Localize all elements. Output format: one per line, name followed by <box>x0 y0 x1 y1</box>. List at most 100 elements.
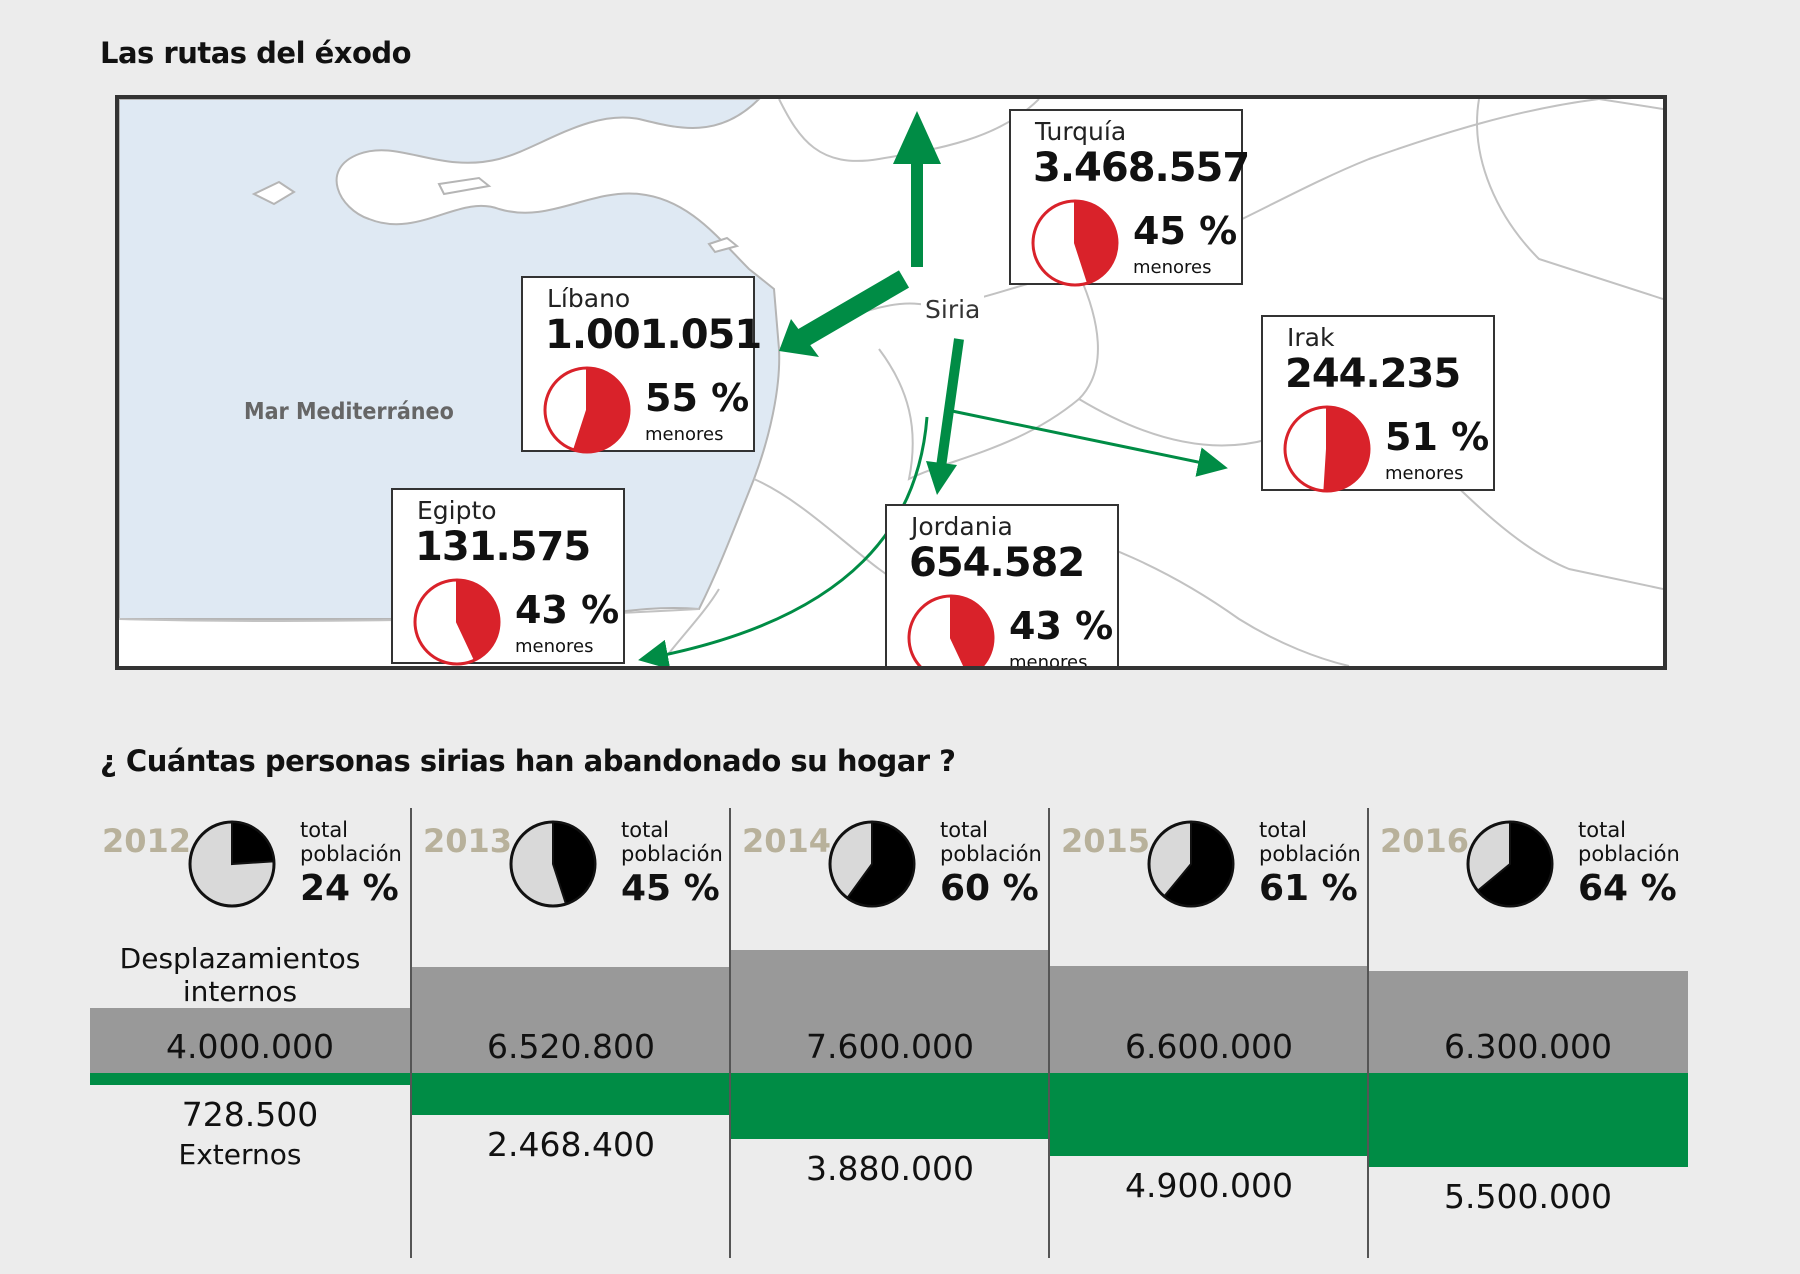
arrow-turquia <box>893 111 941 267</box>
pie-slice <box>456 578 500 662</box>
internal-label: Desplazamientos internos <box>119 942 361 1008</box>
minors-label: menores <box>1385 463 1464 484</box>
card-irak: Irak 244.235 51 % menores <box>1261 315 1495 493</box>
country-name: Turquía <box>1035 117 1127 146</box>
population-percent: 24 % <box>300 868 399 909</box>
population-label: población <box>1259 842 1361 866</box>
minors-percent: 43 % <box>515 588 620 632</box>
map-panel: Mar Mediterráneo Siria Turquía 3.468.557… <box>115 95 1667 670</box>
refugee-count: 244.235 <box>1285 351 1461 397</box>
pie-slice <box>231 820 275 866</box>
pie-slice <box>572 366 630 453</box>
year-label: 2015 <box>1061 822 1151 860</box>
external-value: 728.500 <box>181 1095 319 1135</box>
external-bar <box>1368 1073 1688 1167</box>
population-pie <box>1147 820 1235 908</box>
external-bar <box>90 1073 410 1086</box>
year-label: 2013 <box>423 822 513 860</box>
sea-label: Mar Mediterráneo <box>244 399 454 425</box>
pie-slice <box>1162 820 1234 907</box>
pie-slice <box>950 594 994 666</box>
column-divider <box>729 808 731 1258</box>
population-pie <box>828 820 916 908</box>
internal-bar <box>1049 966 1369 1073</box>
external-value: 4.900.000 <box>1125 1166 1293 1206</box>
population-label: población <box>1578 842 1680 866</box>
refugee-count: 131.575 <box>415 524 591 570</box>
minors-percent: 55 % <box>645 376 750 420</box>
arrow-jordania <box>926 461 957 495</box>
population-pie <box>188 820 276 908</box>
minors-label: menores <box>1009 652 1088 670</box>
population-pie <box>1466 820 1554 908</box>
population-label: población <box>621 842 723 866</box>
internal-value: 6.520.800 <box>487 1027 655 1066</box>
column-divider <box>410 808 412 1258</box>
arrow-egipto <box>638 416 929 666</box>
population-label: población <box>300 842 402 866</box>
internal-bar <box>730 950 1050 1073</box>
minors-label: menores <box>515 636 594 657</box>
country-name: Líbano <box>547 284 631 313</box>
internal-bar <box>90 1008 410 1073</box>
minors-pie <box>1031 199 1119 287</box>
minors-label: menores <box>645 424 724 445</box>
internal-value: 7.600.000 <box>806 1027 974 1066</box>
card-libano: Líbano 1.001.051 55 % menores <box>521 276 762 454</box>
country-name: Egipto <box>417 496 497 525</box>
card-jordania: Jordania 654.582 43 % menores <box>885 504 1119 670</box>
minors-label: menores <box>1133 257 1212 278</box>
pie-slice <box>845 820 915 907</box>
external-bar <box>730 1073 1050 1139</box>
external-bar <box>1049 1073 1369 1157</box>
total-label: total <box>1578 818 1627 842</box>
total-label: total <box>1259 818 1308 842</box>
country-name: Jordania <box>911 512 1013 541</box>
minors-pie <box>413 578 501 666</box>
minors-pie <box>907 594 995 666</box>
year-label: 2012 <box>102 822 192 860</box>
total-label: total <box>940 818 989 842</box>
refugee-count: 3.468.557 <box>1033 145 1250 191</box>
internal-bar <box>1368 971 1688 1073</box>
year-label: 2016 <box>1380 822 1470 860</box>
pie-slice <box>1074 199 1118 285</box>
card-egipto: Egipto 131.575 43 % menores <box>391 488 625 666</box>
arrow-irak <box>951 409 1228 477</box>
internal-value: 4.000.000 <box>166 1027 334 1066</box>
population-label: población <box>940 842 1042 866</box>
year-label: 2014 <box>742 822 832 860</box>
map-title: Las rutas del éxodo <box>100 36 412 70</box>
total-label: total <box>621 818 670 842</box>
origin-label: Siria <box>921 295 985 324</box>
country-name: Irak <box>1287 323 1335 352</box>
population-percent: 45 % <box>621 868 720 909</box>
refugee-count: 1.001.051 <box>545 312 762 358</box>
external-label: Externos <box>178 1138 302 1171</box>
card-turquia: Turquía 3.468.557 45 % menores <box>1009 109 1250 287</box>
minors-percent: 43 % <box>1009 604 1114 648</box>
total-label: total <box>300 818 349 842</box>
population-percent: 64 % <box>1578 868 1677 909</box>
population-pie <box>509 820 597 908</box>
minors-percent: 51 % <box>1385 415 1490 459</box>
route-arrows <box>638 111 1228 666</box>
population-percent: 61 % <box>1259 868 1358 909</box>
column-divider <box>1048 808 1050 1258</box>
external-value: 3.880.000 <box>806 1149 974 1188</box>
external-bar <box>411 1073 731 1115</box>
refugee-count: 654.582 <box>909 540 1085 586</box>
pie-slice <box>552 820 596 906</box>
column-divider <box>1367 808 1369 1258</box>
minors-pie <box>543 366 631 454</box>
minors-pie <box>1283 405 1371 493</box>
chart-question: ¿ Cuántas personas sirias han abandonado… <box>100 744 956 778</box>
pie-slice <box>1476 820 1553 907</box>
internal-value: 6.600.000 <box>1125 1027 1293 1066</box>
internal-bar <box>411 967 731 1073</box>
external-value: 2.468.400 <box>487 1124 655 1164</box>
minors-percent: 45 % <box>1133 209 1238 253</box>
arrow-libano <box>779 319 819 357</box>
internal-value: 6.300.000 <box>1444 1027 1612 1066</box>
pie-slice <box>1323 405 1370 492</box>
